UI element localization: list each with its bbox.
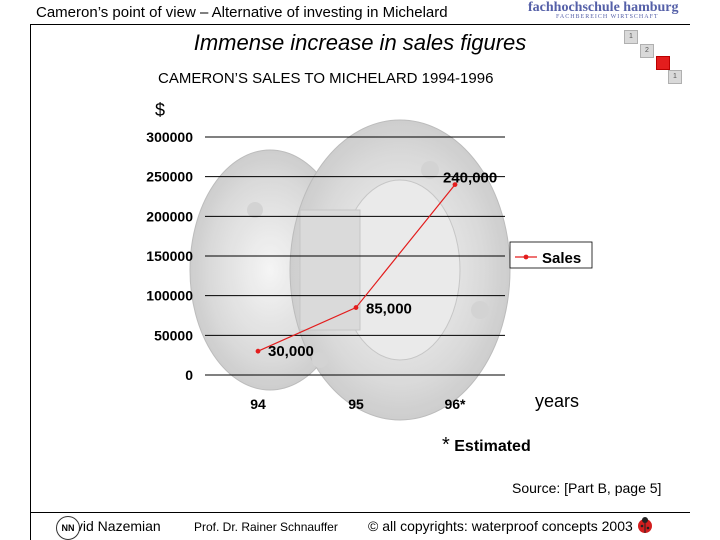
x-tick-label: 96*	[444, 396, 466, 412]
data-point	[255, 348, 261, 354]
nav-item-1[interactable]: 1	[624, 30, 638, 44]
data-point	[452, 182, 458, 188]
chart-title: CAMERON’S SALES TO MICHELARD 1994-1996	[158, 70, 494, 87]
y-tick-label: 250000	[146, 169, 193, 185]
x-tick-label: 94	[250, 396, 266, 412]
logo-sub-text: FACHBEREICH WIRTSCHAFT	[556, 14, 659, 20]
y-tick-label: 300000	[146, 129, 193, 145]
data-label: 30,000	[268, 343, 314, 360]
logo-main-text: fachhochschule hamburg	[528, 0, 679, 15]
legend-marker	[523, 254, 529, 260]
slide-title: Immense increase in sales figures	[193, 30, 527, 55]
footnote-star: *	[442, 434, 450, 456]
legend-label: Sales	[542, 250, 581, 267]
footnote-text: Estimated	[454, 438, 531, 455]
header-title: Cameron’s point of view – Alternative of…	[36, 4, 448, 21]
y-axis-label: $	[155, 100, 166, 120]
y-tick-label: 50000	[154, 327, 193, 343]
footnote: * Estimated	[442, 434, 531, 457]
author-logo: NN	[56, 516, 80, 540]
footer-copyright: © all copyrights: waterproof concepts 20…	[368, 518, 633, 534]
legend-box	[509, 241, 593, 269]
university-logo: fachhochschule hamburg FACHBEREICH WIRTS…	[526, 0, 688, 22]
x-axis-label: years	[535, 391, 579, 411]
footer-divider	[30, 512, 690, 513]
footer-professor: Prof. Dr. Rainer Schnauffer	[194, 520, 338, 534]
data-label: 240,000	[443, 170, 497, 187]
ladybug-icon	[638, 517, 652, 533]
y-tick-label: 100000	[146, 288, 193, 304]
footer-author: David Nazemian	[58, 518, 161, 534]
slide-navigator[interactable]: 1 2 1	[620, 30, 690, 90]
x-tick-label: 95	[348, 396, 364, 412]
left-divider	[30, 24, 31, 540]
source-citation: Source: [Part B, page 5]	[512, 480, 662, 496]
header-divider	[30, 24, 690, 25]
coupling-background-image	[189, 119, 511, 421]
nav-item-next[interactable]: 1	[668, 70, 682, 84]
data-point	[353, 305, 359, 310]
y-tick-label: 150000	[146, 248, 193, 264]
data-label: 85,000	[366, 301, 412, 318]
y-tick-label: 200000	[146, 208, 193, 224]
nav-item-2[interactable]: 2	[640, 44, 654, 58]
nav-item-current[interactable]	[656, 56, 670, 70]
y-tick-label: 0	[185, 367, 193, 383]
